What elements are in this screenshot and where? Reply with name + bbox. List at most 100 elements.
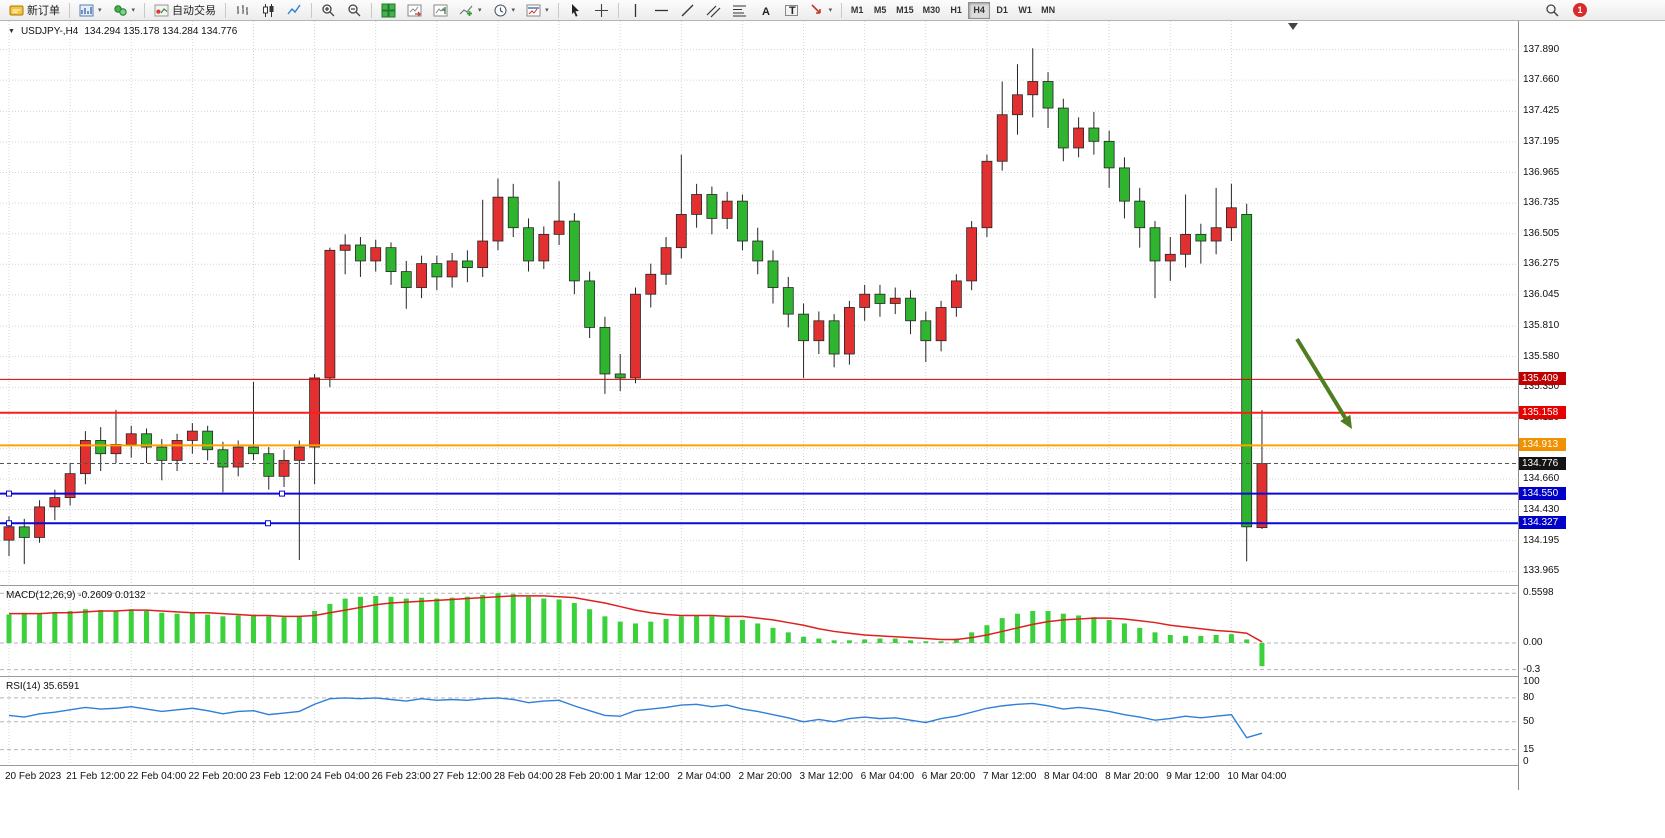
dropdown-caret-icon: ▾ [545, 7, 549, 14]
line-handle[interactable] [265, 520, 271, 527]
candlestick-button[interactable] [256, 1, 281, 20]
candlestick-icon [263, 3, 274, 17]
axis-tick-label: 137.195 [1523, 135, 1560, 147]
line-chart-icon [287, 4, 301, 14]
toolbar-separator [371, 2, 373, 18]
arrows-tool-button[interactable]: ▾ [805, 1, 838, 20]
axis-tick-label: 135.810 [1523, 320, 1560, 332]
time-axis-label: 8 Mar 04:00 [1044, 771, 1098, 782]
svg-text:T: T [789, 5, 796, 17]
time-axis-label: 7 Mar 12:00 [983, 771, 1037, 782]
new-order-button[interactable]: 新订单 [4, 1, 65, 20]
axis-tick-label: 0.5598 [1523, 587, 1554, 599]
ohlc-values: 134.294 135.178 134.284 134.776 [84, 26, 238, 37]
timeframe-h1[interactable]: H1 [945, 2, 967, 19]
timeframe-m30[interactable]: M30 [919, 2, 945, 19]
axis-tick-label: 135.580 [1523, 350, 1560, 362]
arrow-annotation-head[interactable] [1340, 414, 1352, 429]
equidistant-channel-button[interactable] [701, 1, 726, 20]
time-axis-label: 28 Feb 04:00 [494, 771, 553, 782]
timeframe-d1[interactable]: D1 [991, 2, 1013, 19]
cursor-button[interactable] [563, 1, 588, 20]
text-label-icon: T [784, 4, 798, 17]
toolbar-separator [311, 2, 313, 18]
axis-tick-label: 134.195 [1523, 534, 1560, 546]
symbol-period-label: USDJPY-,H4 [20, 26, 79, 37]
new-chart-icon [79, 4, 94, 16]
trendline-button[interactable] [675, 1, 700, 20]
rsi-line [8, 697, 1263, 739]
auto-scroll-button[interactable] [402, 1, 427, 20]
autotrading-label: 自动交易 [172, 5, 217, 17]
price-axis[interactable]: 137.890 137.660 137.425 137.195 136.965 136.7… [1518, 21, 1566, 790]
text-label-button[interactable]: T [779, 1, 804, 20]
timeframe-m1[interactable]: M1 [846, 2, 868, 19]
time-axis-label: 23 Feb 12:00 [249, 771, 308, 782]
templates-button[interactable]: ▾ [521, 1, 554, 20]
arrow-annotation[interactable] [1295, 337, 1347, 419]
profiles-icon [113, 4, 127, 16]
toolbar-right-group: 1 [1540, 1, 1587, 20]
bar-chart-button[interactable] [230, 1, 255, 20]
text-tool-button[interactable]: A [753, 1, 778, 20]
bar-chart-icon [237, 4, 249, 15]
chart-plot[interactable]: 20 Feb 2023 21 Feb 12:00 22 Feb 04:00 22 Fe… [0, 21, 1518, 790]
price-tag-134.550: 134.550 [1519, 486, 1566, 500]
autotrading-icon [154, 4, 169, 16]
axis-tick-label: 134.660 [1523, 472, 1560, 484]
dropdown-caret-icon: ▾ [131, 7, 136, 14]
axis-tick-label: 136.505 [1523, 227, 1560, 239]
axis-tick-label: 137.660 [1523, 74, 1560, 86]
tile-windows-button[interactable] [376, 1, 401, 20]
crosshair-button[interactable] [589, 1, 614, 20]
timeframe-m15[interactable]: M15 [892, 2, 918, 19]
line-handle[interactable] [6, 520, 12, 527]
time-axis-label: 20 Feb 2023 [5, 771, 62, 782]
chart-menu-icon[interactable]: ▼ [8, 28, 15, 35]
search-button[interactable] [1540, 1, 1565, 20]
template-icon [526, 4, 541, 16]
zoom-in-button[interactable] [316, 1, 341, 20]
fibonacci-button[interactable] [727, 1, 752, 20]
axis-tick-label: 136.735 [1523, 197, 1560, 209]
arrow-tool-icon [811, 3, 821, 14]
time-axis-label: 3 Mar 12:00 [800, 771, 854, 782]
timeframe-mn[interactable]: MN [1037, 2, 1059, 19]
line-handle[interactable] [279, 490, 285, 497]
line-chart-button[interactable] [282, 1, 307, 20]
price-tag-135.409: 135.409 [1519, 372, 1566, 386]
chart-shift-button[interactable] [428, 1, 453, 20]
horizontal-line-button[interactable] [649, 1, 674, 20]
notification-badge[interactable]: 1 [1573, 3, 1587, 17]
new-order-label: 新订单 [27, 5, 60, 17]
dropdown-caret-icon: ▾ [478, 7, 482, 14]
shift-marker[interactable] [1288, 23, 1298, 30]
time-axis-label: 24 Feb 04:00 [311, 771, 370, 782]
timeframe-w1[interactable]: W1 [1014, 2, 1036, 19]
toolbar-separator [841, 2, 843, 18]
time-axis-label: 10 Mar 04:00 [1227, 771, 1286, 782]
dropdown-caret-icon: ▾ [828, 7, 833, 14]
axis-tick-label: 134.430 [1523, 503, 1560, 515]
indicators-button[interactable]: ▾ [454, 1, 487, 20]
time-axis-label: 6 Mar 20:00 [922, 771, 976, 782]
time-axis-label: 22 Feb 20:00 [188, 771, 247, 782]
zoom-out-button[interactable] [342, 1, 367, 20]
new-chart-button[interactable]: ▾ [74, 1, 107, 20]
timeframe-m5[interactable]: M5 [869, 2, 891, 19]
timeframe-h4[interactable]: H4 [968, 1, 991, 19]
toolbar-separator [617, 2, 619, 18]
profiles-button[interactable]: ▾ [108, 1, 141, 20]
search-icon [1546, 3, 1559, 17]
line-handle[interactable] [6, 490, 12, 497]
vertical-line-button[interactable] [623, 1, 648, 20]
axis-tick-label: 133.965 [1523, 565, 1560, 577]
macd-indicator-label: MACD(12,26,9) -0.2609 0.0132 [6, 590, 146, 601]
horizontal-line-icon [654, 9, 668, 11]
axis-tick-label: 136.965 [1523, 166, 1560, 178]
autotrading-button[interactable]: 自动交易 [149, 1, 221, 20]
periods-button[interactable]: ▾ [488, 1, 521, 20]
chart-shift-icon [433, 4, 448, 16]
toolbar: 新订单 ▾ ▾ 自动交易 [0, 0, 1665, 21]
